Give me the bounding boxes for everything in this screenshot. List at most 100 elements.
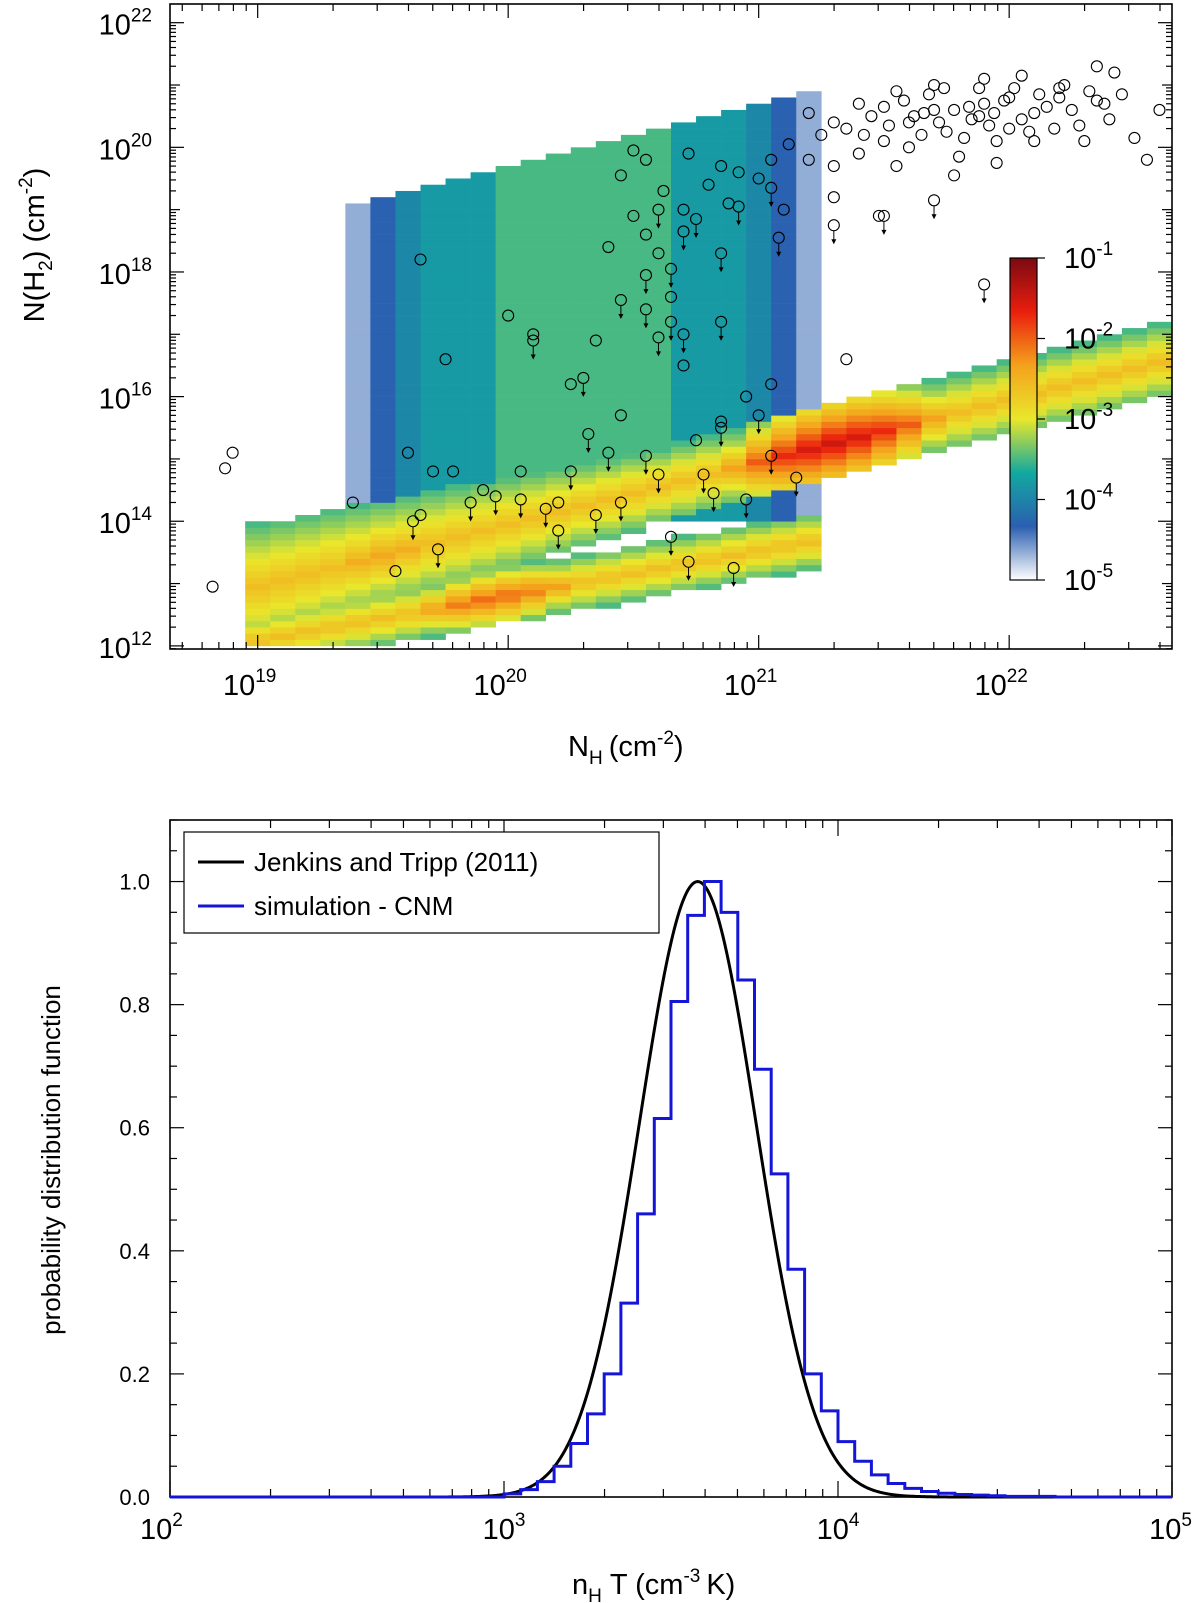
heatmap-cell [420,415,446,422]
heatmap-panel: 1019 1020 1021 1022 10121014101610181020102… [16,3,1173,769]
heatmap-cell [420,228,446,235]
heatmap-cell [245,602,271,609]
heatmap-cell [345,359,371,366]
heatmap-cell [771,546,797,553]
heatmap-cell [570,396,597,404]
heatmap-cell [771,265,797,273]
pdf-x-tick-label: 102 [140,1510,183,1546]
heatmap-cell [671,515,697,522]
detection-marker [219,462,232,475]
heatmap-cell [746,515,772,522]
heatmap-cell [320,452,346,460]
heatmap-cell [520,340,547,348]
heatmap-cell [395,490,421,497]
heatmap-cell [746,352,772,360]
heatmap-cell [420,409,446,416]
heatmap-cell [395,309,421,316]
heatmap-cell [746,390,772,397]
detection-marker [652,247,665,260]
heatmap-cell [846,458,872,466]
heatmap-cell [420,303,446,310]
heatmap-cell [771,97,797,105]
heatmap-cell [570,446,597,453]
heatmap-cell [645,508,672,516]
heatmap-cell [846,440,872,447]
heatmap-cell [871,390,897,397]
heatmap-cell [746,309,772,316]
heatmap-cell [846,434,872,441]
heatmap-cell [771,502,797,510]
heatmap-cell [746,209,772,217]
heatmap-cell [320,589,346,597]
heatmap-cell [1046,377,1073,385]
detection-marker [664,290,678,303]
heatmap-cell [520,546,547,553]
heatmap-cell [796,359,822,366]
heatmap-cell [495,577,521,584]
legend-box [183,831,660,934]
heatmap-cell [595,583,622,591]
heatmap-cell [495,377,521,385]
heatmap-cell [370,589,396,597]
heatmap-cell [671,409,697,416]
heatmap-cell [395,340,421,348]
heatmap-cell [495,203,521,210]
heatmap-cell [645,234,672,242]
detection-marker [840,122,853,135]
heatmap-cell [796,396,822,404]
heatmap-cell [370,415,396,422]
heatmap-cell [871,434,897,441]
heatmap-cell [595,215,622,223]
heatmap-cell [445,271,471,279]
heatmap-cell [595,253,622,260]
heatmap-cell [570,284,597,291]
heatmap-cell [671,352,697,360]
heatmap-cell [721,515,747,522]
heatmap-cell [620,315,647,323]
heatmap-cell [395,222,421,229]
heatmap-cell [320,434,346,441]
heatmap-cell [320,222,346,229]
upper-limit-marker [927,194,941,207]
heatmap-cell [746,253,772,260]
heatmap-cell [395,589,421,597]
heatmap-cell [821,465,847,472]
heatmap-cell [671,228,697,235]
heatmap-cell [545,465,572,472]
heatmap-cell [921,402,947,410]
heatmap-cell [320,427,346,435]
heatmap-cell [696,303,722,310]
heatmap-cell [320,402,346,410]
heatmap-cell [721,359,747,366]
heatmap-cell [345,434,371,441]
heatmap-y-axis-title: N(H2) (cm-2) [16,168,57,323]
heatmap-cell [570,290,597,298]
heatmap-cell [370,477,396,485]
heatmap-cell [595,153,622,161]
heatmap-cell [746,184,772,192]
heatmap-cell [395,278,421,285]
heatmap-cell [595,427,622,435]
heatmap-cell [295,546,321,553]
heatmap-cell [520,596,547,603]
heatmap-cell [696,128,722,136]
heatmap-cell [395,596,421,603]
heatmap-cell [871,402,897,410]
detection-marker [226,446,239,459]
heatmap-cell [445,627,471,634]
heatmap-cell [595,396,622,404]
heatmap-cell [645,365,672,372]
heatmap-cell [595,296,622,304]
heatmap-cell [570,166,597,173]
heatmap-cell [696,240,722,248]
heatmap-cell [495,271,521,279]
heatmap-cell [746,521,772,528]
heatmap-cell [746,483,772,491]
heatmap-cell [620,446,647,453]
heatmap-cell [771,334,797,341]
heatmap-cell [971,409,997,416]
detection-marker [627,144,640,157]
heatmap-cell [620,471,647,478]
heatmap-cell [345,384,371,391]
heatmap-cell [370,465,396,472]
